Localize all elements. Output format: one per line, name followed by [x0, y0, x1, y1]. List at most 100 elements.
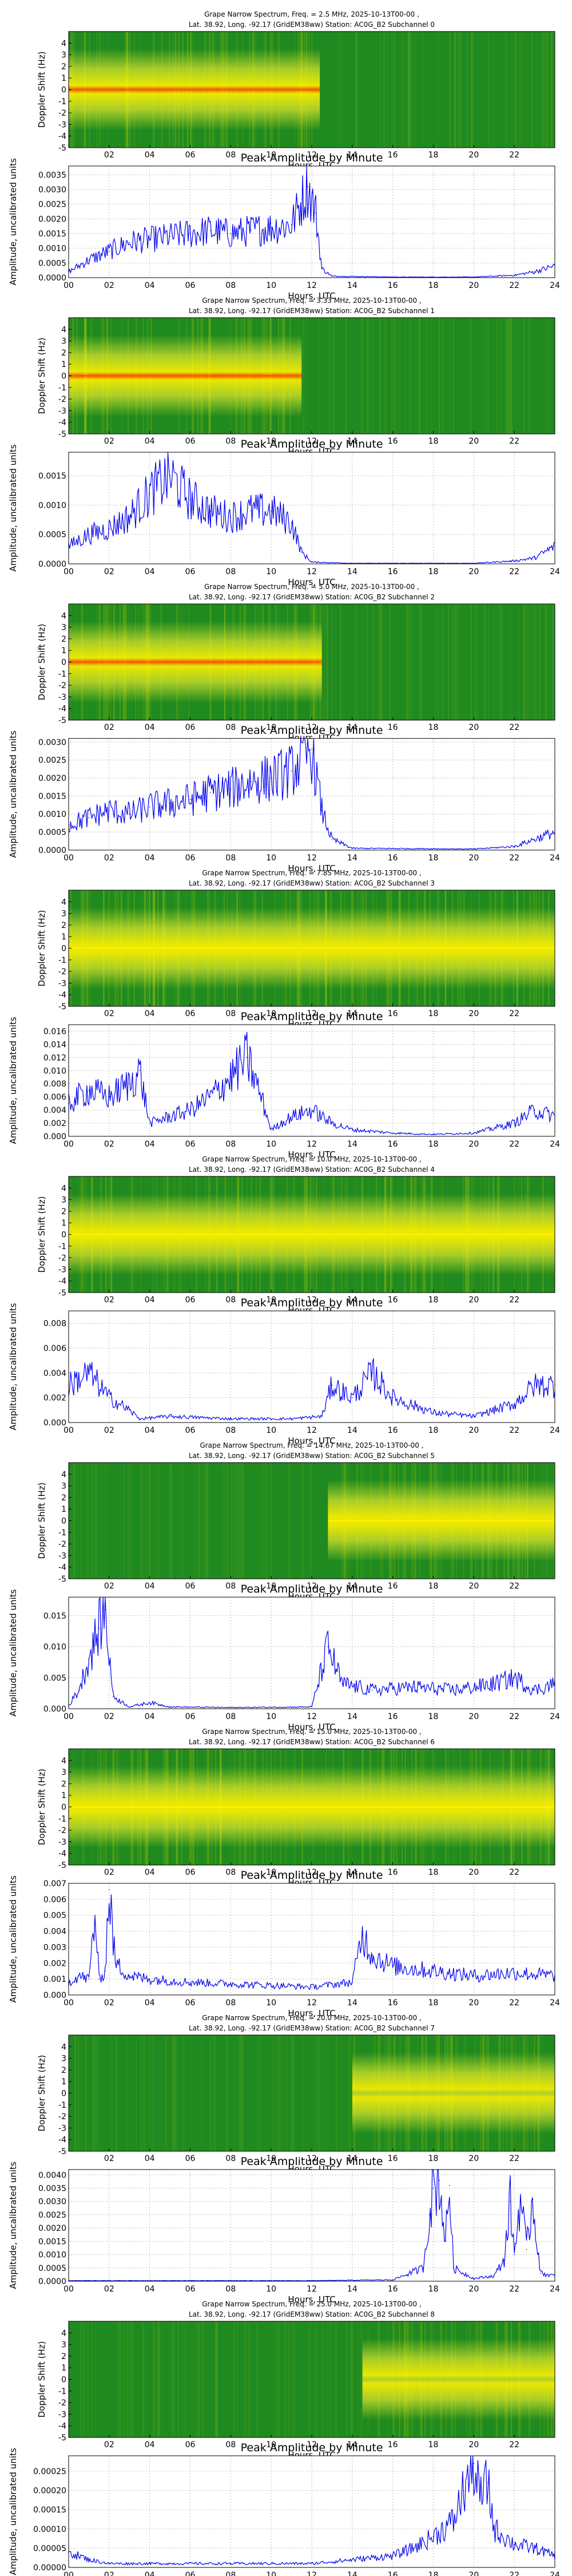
spectrum-streak [333, 2035, 335, 2151]
amplitude-point [139, 1070, 140, 1072]
amplitude-point [331, 1385, 333, 1386]
spectrum-streak [91, 2321, 93, 2437]
x-axis-label: Hours, UTC [288, 1149, 335, 1160]
spectrum-streak [176, 2035, 178, 2151]
spectrum-streak [108, 2321, 110, 2437]
spectrum-streak [499, 318, 502, 434]
spectrum-streak [422, 31, 424, 148]
x-tick-label: 04 [145, 854, 155, 863]
y-tick-label: 0.0025 [38, 756, 66, 765]
spectrum-streak [233, 1463, 236, 1579]
spectrum-streak [101, 1463, 104, 1579]
spectrum-streak [171, 2321, 173, 2437]
spectrum-streak [96, 1463, 97, 1579]
amplitude-point [230, 1418, 232, 1420]
spectrum-streak [201, 1463, 202, 1579]
spectrum-streak [436, 31, 439, 148]
x-tick-label: 08 [225, 1140, 236, 1149]
spectrum-streak [181, 2035, 182, 2151]
spectrum-streak [122, 2321, 124, 2437]
spectrum-streak [301, 1463, 304, 1579]
x-tick-label: 16 [388, 1998, 398, 2008]
spectrum-streak [97, 2035, 100, 2151]
spectrum-streak [521, 31, 523, 148]
x-tick-label: 08 [225, 2440, 236, 2449]
amplitude-chart-8: Peak Amplitude by Minute 00 02 04 06 08 10 12 14… [8, 2441, 560, 2576]
amplitude-title: Peak Amplitude by Minute [241, 1010, 383, 1023]
x-tick-label: 04 [145, 1868, 155, 1877]
amplitude-point [109, 1397, 110, 1398]
y-axis-label: Doppler Shift (Hz) [37, 1769, 47, 1846]
y-tick-label: 3 [61, 1768, 66, 1777]
x-tick-label: 10 [266, 281, 276, 290]
y-tick-label: 4 [61, 898, 66, 907]
x-tick-label: 22 [509, 281, 519, 290]
y-tick-label: 3 [61, 1482, 66, 1491]
y-tick-label: -3 [58, 979, 66, 988]
spectrum-streak [355, 31, 357, 148]
y-tick-label: -2 [58, 2399, 66, 2408]
y-axis-label: Doppler Shift (Hz) [37, 338, 47, 414]
spectrum-streak [499, 604, 501, 720]
y-tick-label: 0.0000 [38, 846, 66, 855]
spectrum-streak [136, 2035, 137, 2151]
x-tick-label: 12 [307, 1582, 317, 1591]
spectrum-streak [258, 2035, 261, 2151]
x-tick-label: 24 [550, 1426, 560, 1435]
spectrum-streak [390, 318, 393, 434]
y-tick-label: 1 [61, 1505, 66, 1514]
x-tick-label: 18 [428, 151, 439, 160]
y-tick-label: 3 [61, 2055, 66, 2064]
spectrum-streak [297, 2321, 299, 2437]
spectrum-streak [92, 2035, 94, 2151]
amplitude-point [189, 1981, 191, 1983]
spectrum-streak [272, 2035, 274, 2151]
y-tick-label: 2 [61, 1780, 66, 1789]
y-axis-label: Amplitude, uncalibrated units [8, 158, 18, 286]
spectrum-streak [281, 1463, 283, 1579]
amplitude-point [534, 1385, 535, 1386]
spectrum-streak [185, 2035, 186, 2151]
y-tick-label: -5 [58, 1861, 66, 1870]
amplitude-point [98, 1627, 100, 1629]
y-tick-label: 0.0010 [38, 244, 66, 254]
spectrum-streak [366, 318, 369, 434]
amplitude-point [271, 1129, 272, 1131]
spectrum-streak [92, 1463, 94, 1579]
x-tick-label: 00 [63, 1140, 74, 1149]
spectrum-streak [267, 2035, 269, 2151]
spectrum-streak [505, 318, 508, 434]
spectrum-streak [393, 31, 395, 148]
y-tick-label: 2 [61, 2066, 66, 2075]
spectrum-streak [144, 1463, 146, 1579]
amplitude-point [291, 522, 292, 523]
amplitude-point [149, 2280, 150, 2281]
x-tick-label: 20 [468, 723, 479, 732]
y-tick-label: 1 [61, 74, 66, 83]
spectrogram-0: Grape Narrow Spectrum, Freq. = 2.5 MHz, … [37, 10, 555, 171]
spectrum-streak [292, 2321, 293, 2437]
spectrum-streak [455, 604, 456, 720]
spectrum-streak [478, 604, 479, 720]
y-tick-label: 0 [61, 945, 66, 954]
spectrum-streak [242, 1463, 244, 1579]
spectrum-streak [340, 604, 341, 720]
x-tick-label: 06 [185, 567, 196, 576]
amplitude-point [230, 788, 232, 789]
y-tick-label: 0.005 [43, 1674, 66, 1683]
amplitude-point [189, 233, 191, 234]
x-tick-label: 16 [388, 1009, 398, 1018]
y-tick-label: 2 [61, 921, 66, 930]
amplitude-point [189, 499, 191, 500]
spectrum-streak [239, 1463, 241, 1579]
y-tick-label: -5 [58, 144, 66, 153]
spectrum-streak [94, 2321, 96, 2437]
spectrum-streak [349, 2035, 351, 2151]
amplitude-point [149, 1978, 150, 1980]
spectrum-streak [505, 31, 506, 148]
amplitude-point [352, 848, 353, 849]
spectrum-streak [206, 2321, 208, 2437]
y-tick-label: -3 [58, 120, 66, 129]
spectrum-streak [488, 31, 490, 148]
amplitude-point [514, 1972, 515, 1973]
